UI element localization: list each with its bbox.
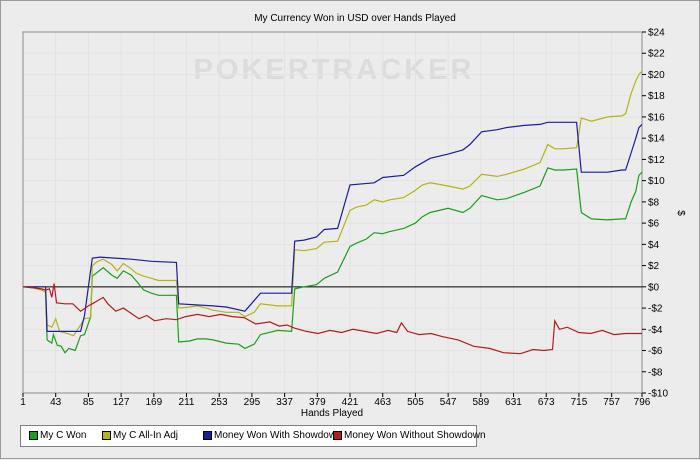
x-tick-label: 379 <box>309 397 326 408</box>
x-tick-label: 211 <box>179 397 195 408</box>
legend-swatch <box>203 431 212 440</box>
gridlines <box>22 31 643 394</box>
series-line-my-c-won <box>22 167 643 354</box>
x-tick-label: 505 <box>407 397 424 408</box>
y-tick-label: $2 <box>648 261 660 272</box>
x-tick-label: 796 <box>634 397 651 408</box>
y-tick-label: $22 <box>648 49 665 60</box>
x-tick-label: 631 <box>505 397 522 408</box>
pokertracker-watermark: POKERTRACKER <box>194 54 475 86</box>
x-tick-label: 85 <box>83 397 95 408</box>
x-tick-label: 295 <box>244 397 261 408</box>
y-axis-ticks: $24 $22 $20 $18 $16 $14 $12 $10 $8 $6 $4 $2 $0 -$2 -$4… <box>642 28 668 400</box>
y-tick-label: $6 <box>648 219 660 230</box>
x-tick-label: 337 <box>276 397 293 408</box>
y-tick-label: $18 <box>648 91 665 102</box>
x-tick-label: 421 <box>342 397 359 408</box>
y-tick-label: $16 <box>648 112 665 123</box>
legend-label: My C Won <box>40 430 87 441</box>
x-tick-label: 673 <box>538 397 555 408</box>
legend-swatch <box>29 431 38 440</box>
legend-swatch <box>102 431 111 440</box>
y-tick-label: -$10 <box>648 389 668 400</box>
legend-label: My C All-In Adj <box>113 430 179 441</box>
series-layer <box>22 70 643 355</box>
y-tick-label: -$6 <box>648 346 663 357</box>
series-line-money-won-without-showdown <box>22 283 642 355</box>
y-tick-label: $20 <box>648 70 665 81</box>
legend-label: Money Won With Showdown <box>214 430 342 441</box>
x-tick-label: 463 <box>374 397 391 408</box>
x-tick-label: 547 <box>440 397 457 408</box>
y-tick-label: $10 <box>648 176 665 187</box>
x-axis-ticks: 1 43 85 127 169 211 253 295 337 379 421 463 505 547 58… <box>20 393 651 408</box>
x-tick-label: 253 <box>211 397 228 408</box>
chart-title: My Currency Won in USD over Hands Played <box>254 13 456 24</box>
y-tick-label: $12 <box>648 155 665 166</box>
y-tick-label: -$2 <box>648 304 663 315</box>
x-axis-label: Hands Played <box>301 408 363 419</box>
legend-swatch <box>333 431 342 440</box>
y-tick-label: $0 <box>648 282 660 293</box>
plot-area <box>22 31 643 394</box>
x-tick-label: 1 <box>20 397 26 408</box>
x-tick-label: 43 <box>50 397 62 408</box>
x-tick-label: 127 <box>113 397 130 408</box>
y-tick-label: $14 <box>648 134 665 145</box>
legend: My C Won My C All-In Adj Money Won With … <box>20 425 486 447</box>
x-tick-label: 169 <box>145 397 162 408</box>
y-axis-label: $ <box>675 210 686 216</box>
y-tick-label: $8 <box>648 197 660 208</box>
y-tick-label: -$4 <box>648 325 663 336</box>
series-line-my-c-all-in-adj <box>22 70 643 337</box>
x-tick-label: 589 <box>472 397 489 408</box>
y-tick-label: $4 <box>648 240 660 251</box>
x-tick-label: 757 <box>603 397 620 408</box>
legend-label: Money Won Without Showdown <box>344 430 486 441</box>
series-line-money-won-with-showdown <box>23 121 643 332</box>
x-tick-label: 715 <box>571 397 588 408</box>
y-tick-label: -$8 <box>648 367 663 378</box>
y-tick-label: $24 <box>648 28 665 39</box>
